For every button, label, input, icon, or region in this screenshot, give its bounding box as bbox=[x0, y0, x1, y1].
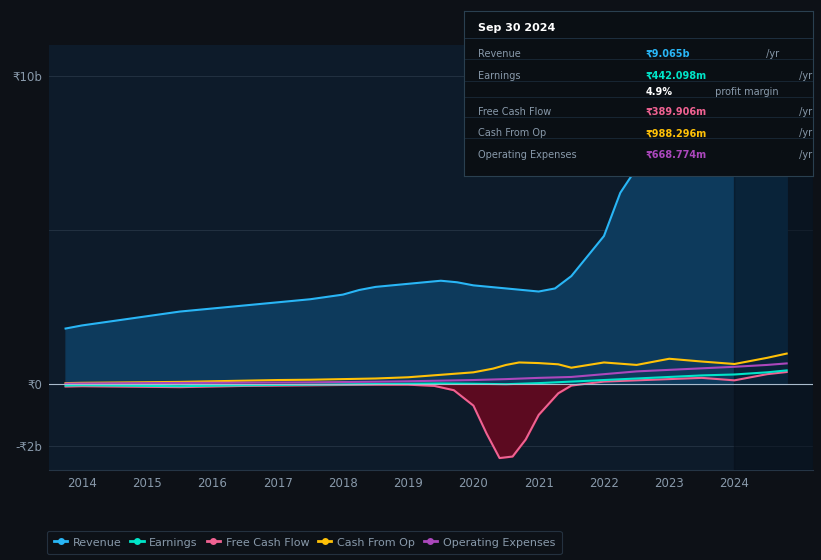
Legend: Revenue, Earnings, Free Cash Flow, Cash From Op, Operating Expenses: Revenue, Earnings, Free Cash Flow, Cash … bbox=[47, 531, 562, 554]
Text: Free Cash Flow: Free Cash Flow bbox=[478, 107, 551, 117]
Text: ₹389.906m: ₹389.906m bbox=[645, 107, 706, 117]
Text: /yr: /yr bbox=[796, 71, 812, 81]
Text: Sep 30 2024: Sep 30 2024 bbox=[478, 23, 555, 33]
Text: ₹442.098m: ₹442.098m bbox=[645, 71, 706, 81]
Text: ₹988.296m: ₹988.296m bbox=[645, 128, 707, 138]
Text: /yr: /yr bbox=[796, 150, 812, 160]
Text: ₹668.774m: ₹668.774m bbox=[645, 150, 706, 160]
Text: /yr: /yr bbox=[796, 128, 812, 138]
Text: /yr: /yr bbox=[763, 49, 778, 59]
Bar bbox=[735, 45, 813, 470]
Text: Cash From Op: Cash From Op bbox=[478, 128, 546, 138]
Text: Earnings: Earnings bbox=[478, 71, 521, 81]
Text: profit margin: profit margin bbox=[713, 87, 779, 97]
Text: /yr: /yr bbox=[796, 107, 812, 117]
Text: Revenue: Revenue bbox=[478, 49, 521, 59]
Text: 4.9%: 4.9% bbox=[645, 87, 672, 97]
Text: ₹9.065b: ₹9.065b bbox=[645, 49, 690, 59]
Text: Operating Expenses: Operating Expenses bbox=[478, 150, 576, 160]
